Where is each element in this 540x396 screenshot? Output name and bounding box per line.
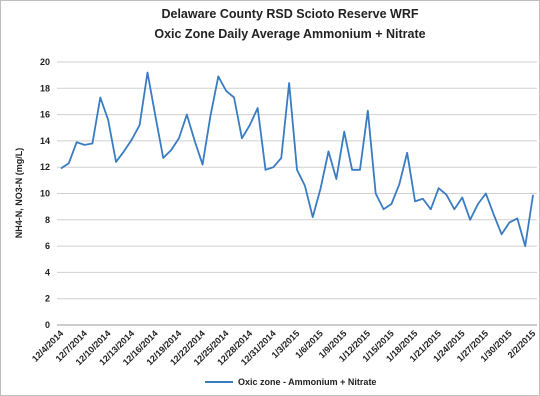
y-axis-label: NH4-N, NO3-N (mg/L) [14,148,24,239]
y-tick-label: 2 [45,294,50,304]
y-tick-label: 10 [40,189,50,199]
y-tick-label: 8 [45,215,50,225]
y-tick-label: 16 [40,110,50,120]
y-tick-label: 12 [40,162,50,172]
legend-label: Oxic zone - Ammonium + Nitrate [238,377,376,387]
chart-subtitle: Oxic Zone Daily Average Ammonium + Nitra… [154,27,425,41]
y-tick-label: 18 [40,83,50,93]
y-tick-label: 14 [40,136,50,146]
y-tick-label: 0 [45,320,50,330]
y-tick-label: 6 [45,241,50,251]
y-tick-label: 4 [45,267,50,277]
chart-title: Delaware County RSD Scioto Reserve WRF [161,7,418,21]
data-line [60,71,534,247]
y-tick-label: 20 [40,57,50,67]
